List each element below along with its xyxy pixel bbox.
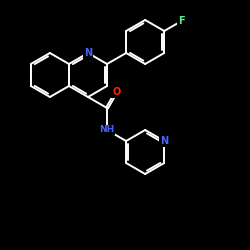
Text: F: F bbox=[178, 16, 185, 26]
Text: N: N bbox=[84, 48, 92, 58]
Text: N: N bbox=[160, 136, 168, 146]
Text: O: O bbox=[112, 87, 120, 97]
Text: NH: NH bbox=[100, 126, 115, 134]
